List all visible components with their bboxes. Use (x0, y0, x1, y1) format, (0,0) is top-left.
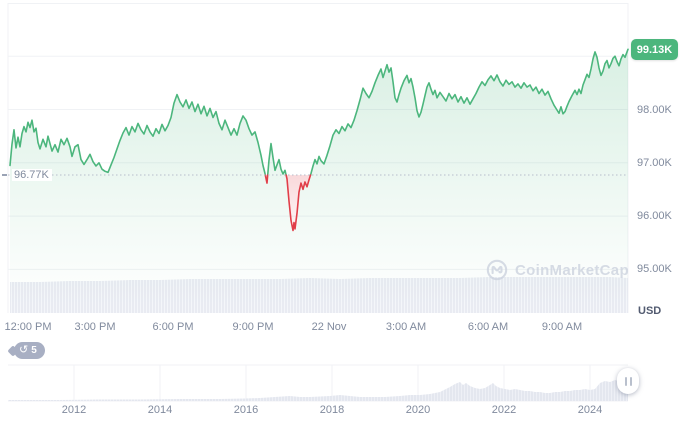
x-tick-label: 12:00 PM (4, 321, 52, 333)
x-tick-label: 9:00 PM (232, 321, 274, 333)
navigator-year-label: 2016 (233, 404, 259, 416)
y-tick-label: 95.00K (637, 263, 672, 276)
navigator-year-label: 2022 (491, 404, 517, 416)
history-clock-icon: ↺ (19, 344, 29, 356)
navigator-year-label: 2012 (61, 404, 87, 416)
recently-viewed-badge[interactable]: ↺ 5 (14, 342, 45, 359)
navigator-strip[interactable] (8, 365, 628, 401)
x-tick-label: 9:00 AM (541, 321, 583, 333)
price-chart-area[interactable] (8, 3, 628, 313)
x-tick-label: 3:00 AM (385, 321, 427, 333)
navigator-year-label: 2020 (405, 404, 431, 416)
x-tick-label: 22 Nov (311, 321, 347, 333)
recently-viewed-count: 5 (31, 345, 37, 356)
y-tick-label: 96.00K (637, 210, 672, 223)
last-price-badge: 99.13K (631, 39, 678, 60)
x-tick-label: 6:00 PM (152, 321, 194, 333)
x-tick-label: 6:00 AM (467, 321, 509, 333)
y-tick-label: 98.00K (637, 103, 672, 116)
navigator-year-label: 2024 (577, 404, 603, 416)
navigator-right-handle[interactable] (617, 368, 639, 394)
reference-price-tick (2, 174, 7, 176)
y-tick-label: 97.00K (637, 156, 672, 169)
currency-unit-label: USD (638, 305, 662, 317)
pause-icon (624, 376, 627, 386)
reference-price-label: 96.77K (12, 169, 52, 181)
navigator-year-label: 2018 (319, 404, 345, 416)
navigator-year-label: 2014 (147, 404, 173, 416)
x-tick-label: 3:00 PM (74, 321, 116, 333)
